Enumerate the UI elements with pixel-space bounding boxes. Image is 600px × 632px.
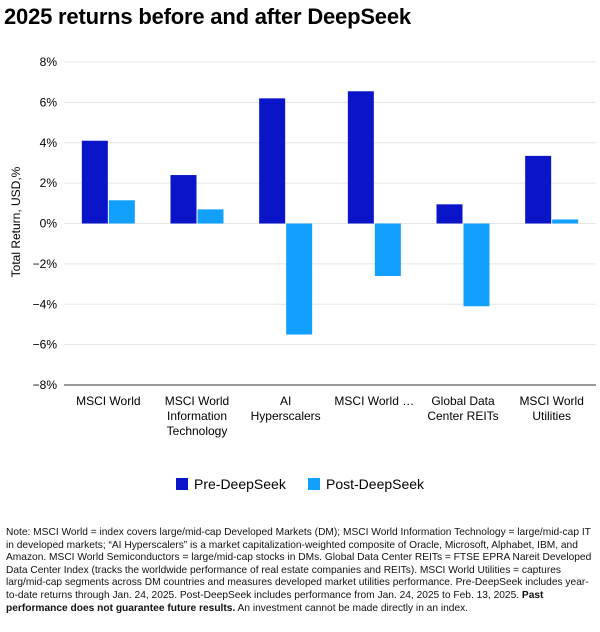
bar-post-1 [197, 209, 224, 224]
legend-swatch-0 [176, 478, 188, 490]
chart-title: 2025 returns before and after DeepSeek [4, 4, 411, 29]
y-tick-label: 4% [40, 136, 58, 150]
gridlines [64, 61, 596, 386]
x-tick-label: MSCI World … [334, 394, 414, 408]
y-tick-label: 2% [40, 176, 58, 190]
bar-post-5 [552, 219, 579, 224]
bar-pre-1 [170, 175, 197, 224]
x-tick-label: MSCI World Information Technology [165, 394, 229, 438]
x-tick-labels: MSCI World MSCI World Information Technolog… [76, 394, 584, 438]
y-tick-label: 8% [40, 55, 58, 69]
legend: Pre-DeepSeek Post-DeepSeek [176, 476, 425, 492]
bar-pre-5 [525, 155, 552, 224]
bar-pre-4 [436, 204, 463, 224]
x-tick-label: MSCI World [76, 394, 140, 408]
bar-post-0 [108, 200, 135, 224]
footnote-bold: Past performance does not guarantee futu… [6, 589, 544, 614]
y-tick-label: −6% [33, 338, 58, 352]
x-tick-label: AI Hyperscalers [251, 394, 321, 423]
x-tick-label: Global Data Center REITs [427, 394, 498, 423]
bars [81, 91, 579, 335]
y-tick-label: −8% [33, 378, 58, 392]
legend-label-0: Pre-DeepSeek [194, 476, 287, 492]
y-tick-label: −4% [33, 297, 58, 311]
y-tick-labels: 8% 6% 4% 2% 0% −2% −4% −6% −8% [33, 55, 58, 392]
legend-swatch-1 [308, 478, 320, 490]
bar-post-3 [374, 223, 401, 276]
footnote: Note: MSCI World = index covers large/mi… [6, 527, 594, 615]
bar-post-2 [286, 223, 313, 335]
bar-post-4 [463, 223, 490, 307]
footnote-text: Note: MSCI World = index covers large/mi… [6, 527, 592, 601]
y-axis-label: Total Return, USD,% [9, 166, 23, 277]
legend-label-1: Post-DeepSeek [326, 476, 425, 492]
bar-chart: 8% 6% 4% 2% 0% −2% −4% −6% −8% Total Return, USD… [9, 55, 596, 492]
bar-pre-0 [81, 140, 108, 224]
y-tick-label: −2% [33, 257, 58, 271]
x-tick-label: MSCI World Utilities [519, 394, 583, 423]
bar-pre-2 [259, 98, 286, 224]
y-tick-label: 6% [40, 95, 58, 109]
bar-pre-3 [347, 91, 374, 224]
footnote-tail: An investment cannot be made directly in… [235, 602, 469, 614]
y-tick-label: 0% [40, 217, 58, 231]
